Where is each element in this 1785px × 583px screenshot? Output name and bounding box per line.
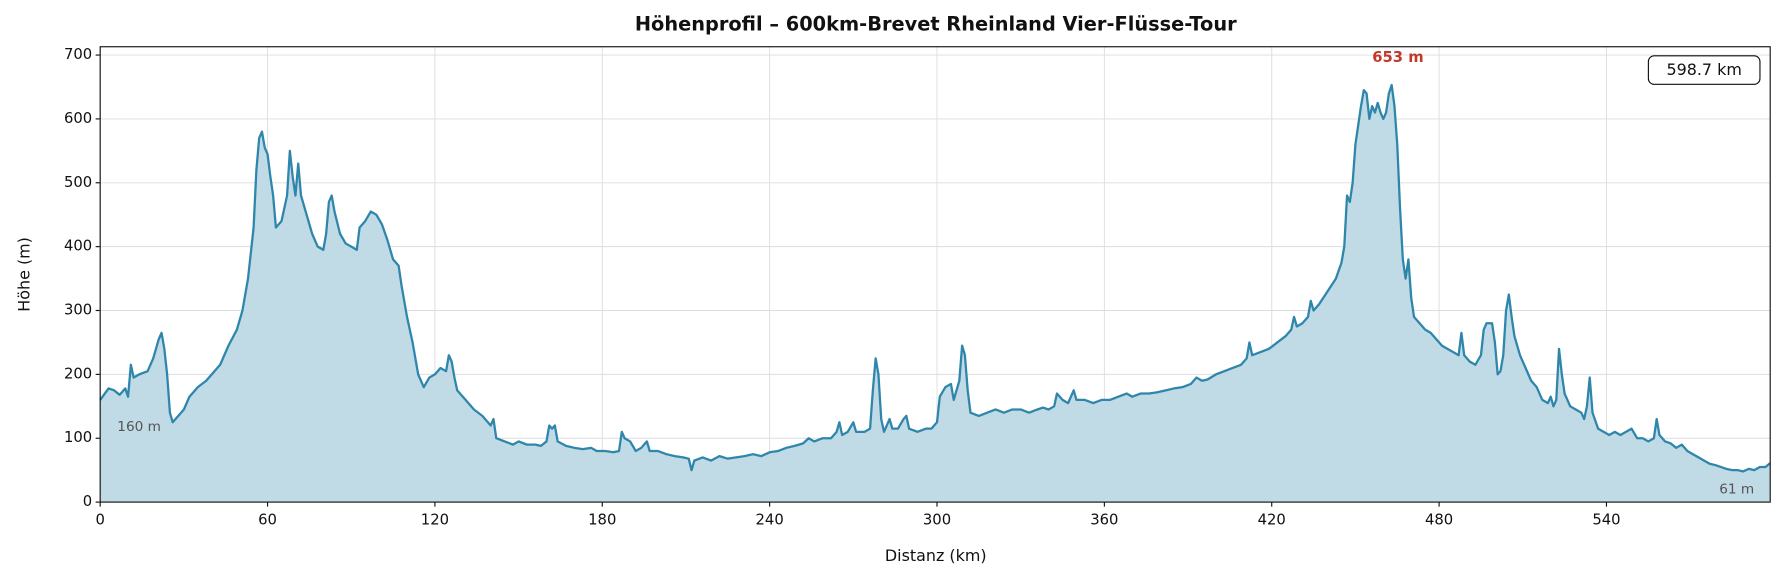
x-tick-label: 120 [421, 511, 449, 528]
distance-box [1647, 55, 1761, 85]
end-annotation: 61 m [1719, 482, 1754, 498]
y-tick-label: 100 [64, 429, 92, 446]
x-tick-label: 300 [923, 511, 951, 528]
x-tick-label: 540 [1592, 511, 1620, 528]
x-tick-label: 240 [756, 511, 784, 528]
chart-title: Höhenprofil – 600km-Brevet Rheinland Vie… [635, 13, 1237, 36]
y-tick-label: 500 [64, 174, 92, 191]
x-tick-label: 360 [1090, 511, 1118, 528]
x-tick-label: 480 [1425, 511, 1453, 528]
x-tick-label: 180 [588, 511, 616, 528]
x-tick-label: 60 [258, 511, 277, 528]
x-tick-label: 420 [1258, 511, 1286, 528]
start-annotation: 160 m [117, 419, 161, 435]
y-tick-label: 300 [64, 302, 92, 319]
plot-frame [99, 46, 1771, 503]
x-axis-label: Distanz (km) [885, 546, 987, 565]
y-tick-label: 400 [64, 238, 92, 255]
area-fill [100, 85, 1771, 503]
y-tick-label: 600 [64, 110, 92, 127]
y-axis-label: Höhe (m) [15, 237, 34, 312]
y-tick-label: 700 [64, 46, 92, 63]
profile-line [99, 83, 1771, 473]
x-tick-label: 0 [95, 511, 104, 528]
y-tick-label: 200 [64, 365, 92, 382]
max-annotation: 653 m [1372, 49, 1423, 66]
distance-label: 598.7 km [1666, 60, 1741, 79]
y-tick-label: 0 [83, 493, 92, 510]
